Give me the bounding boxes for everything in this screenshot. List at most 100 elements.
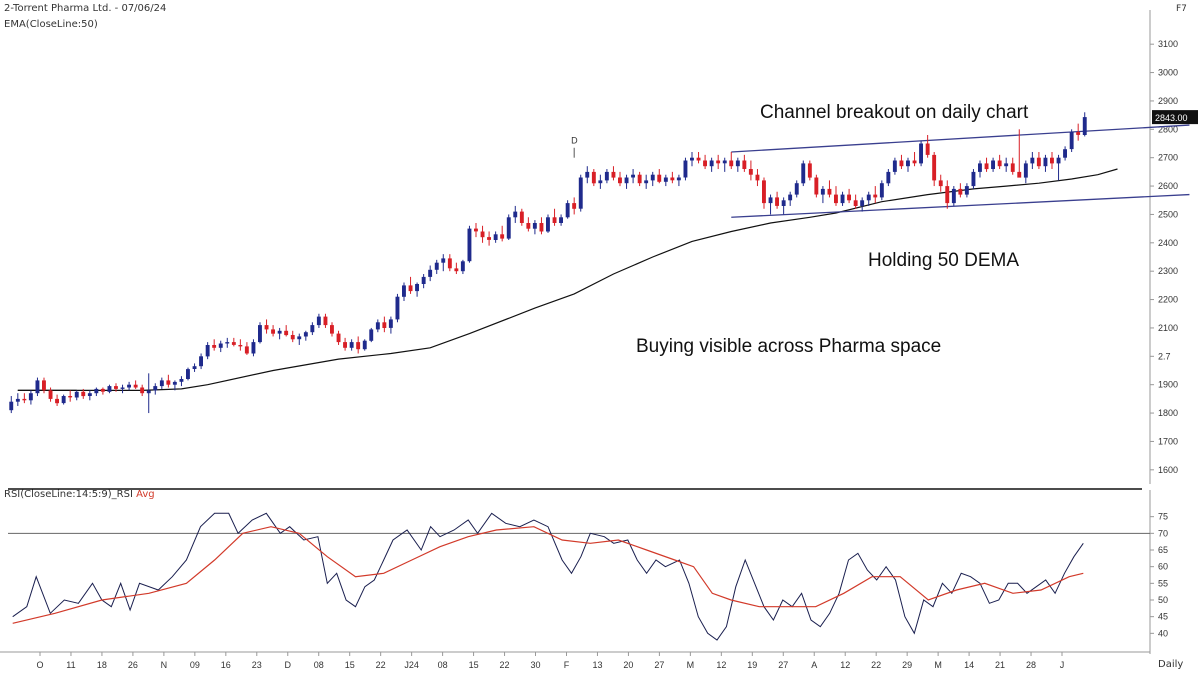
price-y-tick-label: 2300 [1158,266,1178,276]
candle-body [231,342,236,345]
price-y-tick-label: 1900 [1158,380,1178,390]
candle-body [1004,163,1009,167]
candle-body [912,160,917,164]
x-tick-label: 22 [500,660,510,670]
rsi-indicator-label: RSI(CloseLine:14:5:9)_RSI Avg [4,489,155,500]
candle-body [192,366,197,369]
x-tick-label: A [811,660,817,670]
candle-body [303,332,308,337]
candle-body [591,171,596,184]
candle-body [225,342,230,344]
candle-body [55,398,59,404]
candle-body [781,200,786,206]
candle-body [762,180,766,204]
candle-body [951,188,956,204]
candle-body [899,160,904,167]
candle-body [87,393,92,396]
candle-body [375,322,380,330]
candle-body [506,217,511,239]
x-tick-label: N [161,660,168,670]
candle-body [500,234,505,239]
candle-body [631,174,635,178]
candle-body [349,342,354,348]
annotation-holding-dema: Holding 50 DEMA [868,250,1019,271]
candle-body [441,258,446,263]
candle-body [1076,132,1081,135]
candle-body [624,177,629,184]
candle-body [271,329,275,334]
price-y-tick-label: 1800 [1158,408,1178,418]
x-tick-label: 12 [840,660,850,670]
x-tick-label: 21 [995,660,1005,670]
candle-body [1063,149,1067,158]
candle-body [474,228,478,232]
candle-body [284,330,289,336]
candle-body [650,174,655,181]
candle-body [853,200,858,206]
rsi-y-tick-label: 50 [1158,595,1168,605]
price-y-tick-label: 2700 [1158,153,1178,163]
candle-body [382,322,387,328]
candle-body [572,203,577,209]
candle-body [964,186,969,195]
candle-body [519,211,524,223]
candle-body [15,398,20,402]
x-tick-label: 15 [345,660,355,670]
candle-body [1043,157,1048,167]
candle-body [447,258,452,269]
candle-body [316,316,321,326]
candle-body [526,223,531,229]
candle-body [755,174,760,181]
marker-d-label: D [571,136,578,146]
candle-body [48,390,53,399]
candle-body [696,157,701,161]
candle-body [945,186,950,204]
x-tick-label: 16 [221,660,231,670]
candle-body [480,231,485,238]
chart-title: 2-Torrent Pharma Ltd. - 07/06/24 [4,3,167,14]
candle-body [860,200,865,206]
x-tick-label: 22 [871,660,881,670]
candle-body [742,160,747,169]
candle-body [729,160,734,167]
candle-body [748,169,753,175]
ema-indicator-label: EMA(CloseLine:50) [4,19,98,30]
rsi-avg-line [12,526,1084,624]
candle-body [1050,157,1054,164]
price-y-tick-label: 2.7 [1158,351,1171,361]
candle-body [801,163,806,184]
candle-body [9,401,14,411]
x-tick-label: 15 [469,660,479,670]
candle-body [369,329,374,341]
rsi-y-tick-label: 60 [1158,562,1168,572]
candle-body [690,157,694,161]
annotation-buying-visible: Buying visible across Pharma space [636,336,941,357]
x-tick-label: F [564,660,570,670]
candle-body [788,194,793,201]
candle-body [94,388,99,394]
candle-body [107,386,112,392]
price-y-tick-label: 2500 [1158,209,1178,219]
candle-body [886,171,891,184]
candle-body [807,163,812,178]
candle-body [133,384,138,388]
channel-upper-line [731,124,1190,153]
candle-body [1030,157,1035,164]
x-tick-label: 28 [1026,660,1036,670]
x-tick-label: 19 [747,660,757,670]
candle-body [467,228,472,262]
x-tick-label: D [285,660,292,670]
candle-body [114,386,118,389]
candle-body [539,223,544,232]
candle-body [598,180,603,184]
candle-body [120,387,125,389]
candle-body [310,325,315,333]
candle-body [140,387,145,394]
candle-body [919,143,923,164]
candle-body [159,380,164,387]
rsi-y-tick-label: 75 [1158,512,1168,522]
x-tick-label: 27 [778,660,788,670]
candle-body [565,203,570,218]
x-tick-label: 13 [592,660,602,670]
